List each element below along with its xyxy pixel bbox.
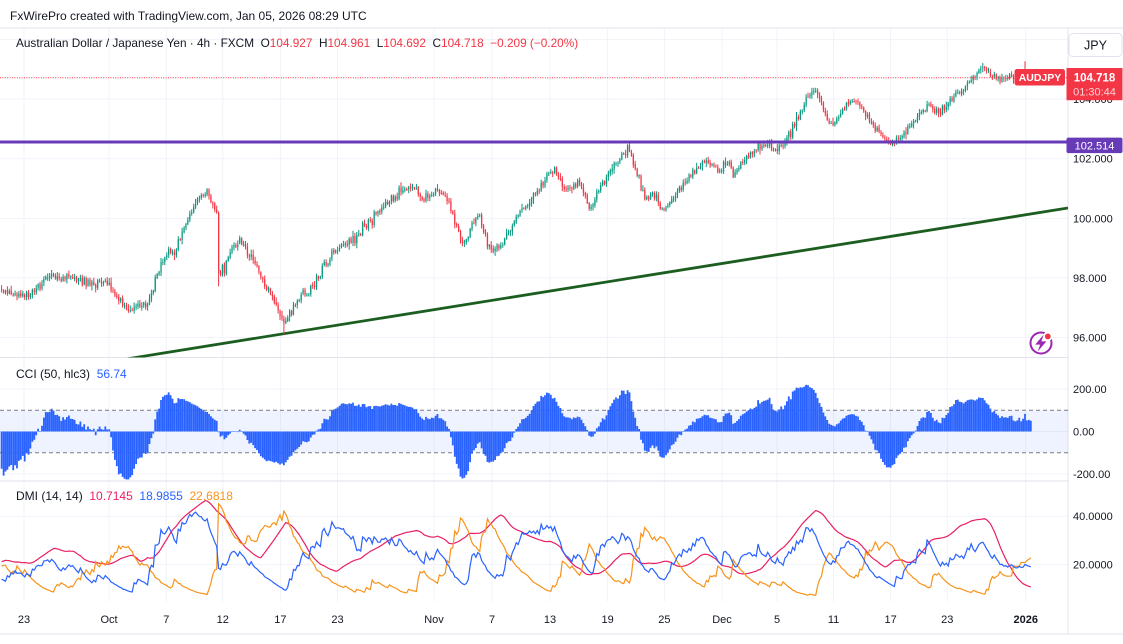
svg-text:01:30:44: 01:30:44 xyxy=(1073,87,1116,99)
svg-text:23: 23 xyxy=(18,614,30,626)
svg-text:JPY: JPY xyxy=(1084,39,1108,53)
svg-text:25: 25 xyxy=(658,614,670,626)
svg-text:Dec: Dec xyxy=(712,614,732,626)
svg-text:FxWirePro created with Trading: FxWirePro created with TradingView.com, … xyxy=(10,9,367,23)
svg-text:2026: 2026 xyxy=(1014,614,1038,626)
svg-text:23: 23 xyxy=(331,614,343,626)
svg-text:23: 23 xyxy=(941,614,953,626)
svg-text:19: 19 xyxy=(601,614,613,626)
svg-text:102.000: 102.000 xyxy=(1073,154,1113,166)
svg-text:Australian Dollar / Japanese Y: Australian Dollar / Japanese Yen · 4h · … xyxy=(16,36,578,50)
svg-text:DMI (14, 14) 10.7145 18.9855: DMI (14, 14) 10.7145 18.9855 22.6818 xyxy=(16,489,233,503)
svg-text:Nov: Nov xyxy=(424,614,444,626)
svg-text:200.00: 200.00 xyxy=(1073,384,1107,396)
svg-text:96.000: 96.000 xyxy=(1073,333,1107,345)
svg-text:102.514: 102.514 xyxy=(1075,140,1115,152)
svg-text:100.000: 100.000 xyxy=(1073,213,1113,225)
svg-text:40.0000: 40.0000 xyxy=(1073,511,1113,523)
svg-text:0.00: 0.00 xyxy=(1073,427,1094,439)
svg-text:Oct: Oct xyxy=(100,614,117,626)
svg-text:5: 5 xyxy=(774,614,780,626)
svg-text:7: 7 xyxy=(489,614,495,626)
svg-text:13: 13 xyxy=(544,614,556,626)
svg-text:20.0000: 20.0000 xyxy=(1073,560,1113,572)
svg-text:-200.00: -200.00 xyxy=(1073,469,1110,481)
svg-text:12: 12 xyxy=(217,614,229,626)
svg-text:98.000: 98.000 xyxy=(1073,273,1107,285)
svg-text:17: 17 xyxy=(884,614,896,626)
svg-text:104.718: 104.718 xyxy=(1074,73,1116,85)
svg-text:CCI (50, hlc3) 56.74: CCI (50, hlc3) 56.74 xyxy=(16,367,127,381)
svg-text:7: 7 xyxy=(163,614,169,626)
svg-text:AUDJPY: AUDJPY xyxy=(1019,72,1062,84)
svg-text:17: 17 xyxy=(274,614,286,626)
svg-text:11: 11 xyxy=(828,614,839,626)
